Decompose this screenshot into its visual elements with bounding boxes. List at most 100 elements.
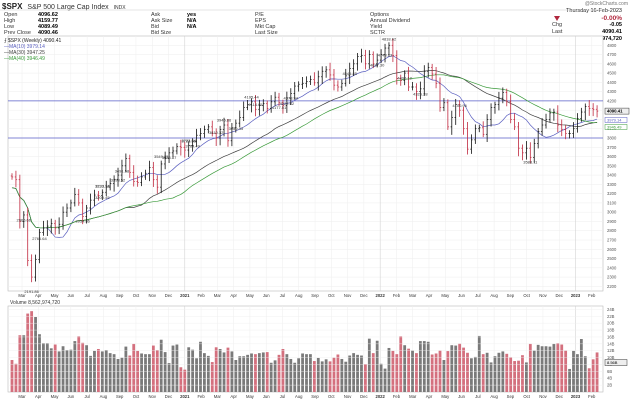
symbol: $SPX (2, 2, 23, 11)
svg-text:Nov: Nov (344, 394, 352, 399)
volume-bar (218, 349, 222, 392)
info-value: 4096.62 (38, 12, 58, 18)
volume-bar (230, 351, 234, 392)
volume-bar (497, 352, 501, 392)
volume-bar (34, 317, 37, 392)
price-annotation: 2965.66 (17, 217, 32, 222)
svg-text:Sep: Sep (116, 293, 124, 298)
volume-bar (399, 336, 403, 392)
volume-bar (179, 367, 183, 392)
svg-text:24B: 24B (607, 307, 615, 312)
svg-text:3200: 3200 (607, 191, 617, 196)
volume-bar (332, 357, 336, 392)
svg-text:Sep: Sep (116, 394, 124, 399)
svg-text:Dec: Dec (165, 394, 172, 399)
svg-text:Jul: Jul (84, 293, 89, 298)
svg-text:2800: 2800 (607, 228, 617, 233)
volume-bar (517, 360, 520, 392)
last-label: Last (552, 29, 563, 35)
info-label: Yield (370, 24, 383, 30)
volume-bar (65, 350, 69, 392)
volume-bar (560, 344, 564, 392)
svg-text:Nov: Nov (539, 293, 547, 298)
svg-text:Jun: Jun (67, 394, 74, 399)
volume-bar (226, 347, 230, 392)
volume-bar (167, 363, 171, 392)
svg-text:Aug: Aug (490, 293, 498, 298)
svg-text:4B: 4B (607, 376, 612, 381)
info-label: Ask (151, 12, 161, 18)
volume-bar (38, 334, 41, 392)
price-panel (7, 35, 604, 292)
volume-bar (14, 363, 18, 392)
price-annotation: 4495.12 (397, 76, 412, 81)
price-annotation: 3721.56 (181, 138, 196, 143)
info-label: EPS (255, 18, 267, 24)
volume-bar (234, 360, 238, 392)
volume-bar (356, 354, 359, 392)
svg-text:Mar: Mar (214, 394, 222, 399)
volume-bar (489, 362, 493, 392)
info-value: 4089.49 (38, 24, 58, 30)
volume-bar (407, 348, 410, 392)
svg-text:Dec: Dec (556, 394, 563, 399)
svg-text:2500: 2500 (607, 256, 617, 261)
svg-text:2022: 2022 (375, 293, 385, 298)
volume-bar (116, 358, 120, 392)
volume-bar (73, 341, 77, 392)
volume-bar (85, 345, 89, 392)
svg-text:3800: 3800 (607, 136, 617, 141)
svg-text:4800: 4800 (607, 43, 617, 48)
volume-bar (418, 341, 422, 392)
volume-bar (96, 349, 100, 392)
volume-bar (199, 341, 202, 392)
volume-bar (576, 354, 579, 392)
volume-bar (214, 347, 218, 392)
svg-text:Nov: Nov (149, 293, 157, 298)
volume-bar (273, 360, 277, 392)
volume-bar (442, 360, 446, 392)
svg-text:Oct: Oct (328, 394, 335, 399)
svg-text:2300: 2300 (607, 275, 617, 280)
price-annotation: 3549.85 (154, 154, 169, 159)
svg-text:Sep: Sep (311, 293, 319, 298)
volume-bar (540, 346, 544, 392)
volume-bar (238, 356, 242, 392)
volume-bar (159, 339, 163, 392)
volume-bar (422, 341, 426, 392)
price-annotation: 3209.45 (95, 195, 110, 200)
chart-title: $SPX S&P 500 Large Cap Index INDX (2, 2, 126, 11)
volume-bar (277, 354, 281, 392)
volume-bar (505, 353, 509, 392)
volume-bar (210, 362, 214, 392)
volume-bar (426, 341, 430, 392)
svg-text:3500: 3500 (607, 163, 617, 168)
volume-bar (155, 350, 159, 392)
info-label: Bid (151, 24, 159, 30)
svg-text:22B: 22B (607, 314, 615, 319)
volume-bar (462, 347, 465, 392)
chart-legend: ⨍ $SPX (Weekly) 4090.41 —MA(10) 3979.14 … (4, 38, 61, 62)
svg-text:12B: 12B (607, 348, 615, 353)
svg-text:2022: 2022 (375, 394, 385, 399)
volume-bar (379, 363, 383, 392)
volume-bar (473, 356, 477, 392)
svg-text:Nov: Nov (539, 394, 547, 399)
volume-bar (281, 349, 285, 392)
price-annotation: 3950.43 (229, 126, 244, 131)
volume-bar (458, 343, 462, 392)
svg-text:May: May (246, 394, 255, 399)
volume-bar (344, 361, 348, 392)
volume-bar (10, 360, 14, 392)
svg-text:Mar: Mar (18, 293, 26, 298)
svg-text:Jun: Jun (67, 293, 74, 298)
svg-text:2021: 2021 (180, 293, 190, 298)
price-annotation: 3764.49 (185, 143, 200, 148)
svg-text:Apr: Apr (230, 394, 237, 399)
svg-text:14B: 14B (607, 341, 615, 346)
volume-bar (22, 335, 26, 392)
volume-bar (30, 311, 34, 392)
svg-text:Apr: Apr (35, 293, 42, 298)
volume-bar (265, 352, 269, 392)
